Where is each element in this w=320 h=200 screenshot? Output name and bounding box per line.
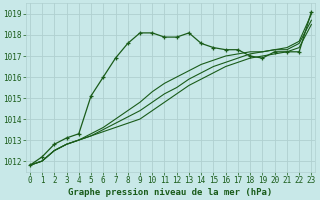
X-axis label: Graphe pression niveau de la mer (hPa): Graphe pression niveau de la mer (hPa) [68,188,273,197]
